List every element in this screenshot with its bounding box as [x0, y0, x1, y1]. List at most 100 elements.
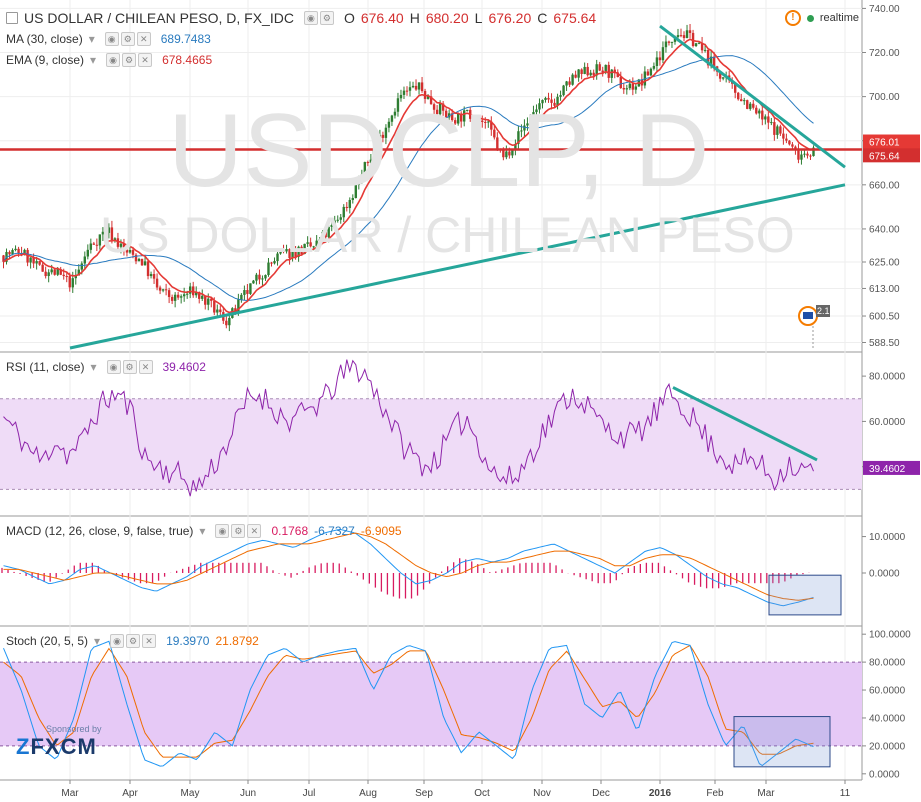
candle-body — [86, 249, 90, 257]
candle-body — [565, 81, 568, 86]
symbol-title: US DOLLAR / CHILEAN PESO, D, FX_IDC — [24, 10, 294, 26]
stoch-d-value: 21.8792 — [215, 634, 259, 648]
macd-legend[interactable]: MACD (12, 26, close, 9, false, true) ▾ ◉ ⚙… — [6, 524, 402, 538]
stoch-tick-label: 80.0000 — [869, 658, 906, 669]
candle-body — [758, 110, 761, 114]
candle-body — [288, 249, 291, 259]
candle-body — [601, 70, 604, 73]
candle-body — [107, 227, 111, 233]
ma-legend[interactable]: MA (30, close) ▾ ◉ ⚙ ✕ 689.7483 — [6, 32, 211, 46]
stoch-tick-label: 60.0000 — [869, 686, 906, 697]
candle-body — [50, 269, 53, 273]
close-icon[interactable]: ✕ — [138, 360, 153, 374]
candle-body — [484, 121, 487, 123]
candle-body — [246, 290, 249, 294]
candle-body — [77, 269, 80, 276]
candle-body — [375, 143, 379, 150]
candle-body — [700, 42, 704, 51]
candle-body — [204, 295, 207, 305]
warning-icon[interactable]: ! — [784, 10, 801, 26]
close-icon[interactable]: ✕ — [136, 32, 151, 46]
candle-body — [737, 92, 740, 100]
macd-hist-value: 0.1768 — [271, 524, 309, 538]
candle-body — [213, 300, 216, 313]
price-label-close: 675.64 — [869, 151, 900, 162]
ema-legend[interactable]: EMA (9, close) ▾ ◉ ⚙ ✕ 678.4665 — [6, 53, 213, 67]
candle-body — [481, 120, 484, 122]
candle-body — [300, 246, 303, 255]
candle-body — [41, 264, 44, 272]
settings-icon[interactable]: ⚙ — [319, 11, 334, 25]
candle-body — [586, 66, 589, 76]
rsi-trendline — [672, 386, 818, 462]
eye-icon[interactable]: ◉ — [106, 53, 121, 67]
candle-body — [113, 238, 117, 241]
watermark-description: US DOLLAR / CHILEAN PESO — [100, 207, 795, 263]
stoch-k-value: 19.3970 — [166, 634, 210, 648]
stoch-highlight-box — [733, 716, 831, 768]
candle-body — [571, 74, 574, 85]
candle-body — [243, 290, 246, 295]
macd-tick-label: 10.0000 — [869, 532, 906, 543]
close-icon[interactable]: ✕ — [247, 524, 262, 538]
open-value: 676.40 — [360, 10, 404, 26]
candle-body — [493, 129, 496, 138]
candle-body — [743, 100, 746, 102]
candle-body — [351, 197, 354, 200]
ma-label: MA (30, close) — [6, 32, 83, 46]
settings-icon[interactable]: ⚙ — [126, 634, 141, 648]
candle-body — [580, 69, 583, 74]
rsi-legend[interactable]: RSI (11, close) ▾ ◉ ⚙ ✕ 39.4602 — [6, 360, 206, 374]
candle-body — [264, 275, 267, 279]
close-icon[interactable]: ✕ — [142, 634, 157, 648]
candle-body — [604, 64, 607, 73]
high-value: 680.20 — [425, 10, 469, 26]
eye-icon[interactable]: ◉ — [215, 524, 230, 538]
candle-body — [661, 47, 665, 61]
candle-body — [195, 292, 198, 296]
rsi-line — [3, 359, 814, 497]
eye-icon[interactable]: ◉ — [303, 11, 318, 25]
candle-body — [429, 96, 433, 105]
stoch-legend[interactable]: Stoch (20, 5, 5) ▾ ◉ ⚙ ✕ 19.3970 21.8792 — [6, 634, 259, 648]
candle-body — [505, 151, 508, 158]
candle-body — [673, 36, 677, 42]
settings-icon[interactable]: ⚙ — [122, 53, 137, 67]
settings-icon[interactable]: ⚙ — [231, 524, 246, 538]
candle-body — [466, 109, 469, 111]
eye-icon[interactable]: ◉ — [110, 634, 125, 648]
candle-body — [475, 121, 478, 125]
candle-body — [426, 96, 430, 99]
candle-body — [502, 148, 505, 158]
realtime-status[interactable]: ! realtime — [784, 10, 859, 26]
candle-body — [47, 272, 50, 277]
candle-body — [267, 262, 270, 276]
symbol-square-icon[interactable] — [6, 12, 18, 24]
candle-body — [607, 64, 610, 78]
candle-body — [125, 249, 129, 253]
time-tick-label: Aug — [359, 788, 377, 799]
candle-body — [104, 231, 108, 233]
candle-body — [62, 274, 65, 277]
candle-body — [134, 254, 138, 262]
close-icon[interactable]: ✕ — [138, 53, 153, 67]
settings-icon[interactable]: ⚙ — [122, 360, 137, 374]
candle-body — [198, 292, 201, 299]
eye-icon[interactable]: ◉ — [104, 32, 119, 46]
price-label-box-ema — [863, 134, 920, 149]
settings-icon[interactable]: ⚙ — [120, 32, 135, 46]
stoch-band — [0, 662, 862, 746]
time-tick-label: Nov — [533, 788, 551, 799]
candle-body — [83, 256, 87, 264]
time-tick-label: Jul — [303, 788, 316, 799]
candle-body — [526, 123, 529, 126]
candle-body — [327, 226, 330, 238]
candle-body — [44, 271, 47, 277]
eye-icon[interactable]: ◉ — [106, 360, 121, 374]
candle-body — [694, 43, 698, 47]
candle-body — [119, 243, 123, 247]
candle-body — [740, 99, 743, 102]
close-label: C — [537, 10, 548, 26]
candle-body — [312, 246, 315, 248]
